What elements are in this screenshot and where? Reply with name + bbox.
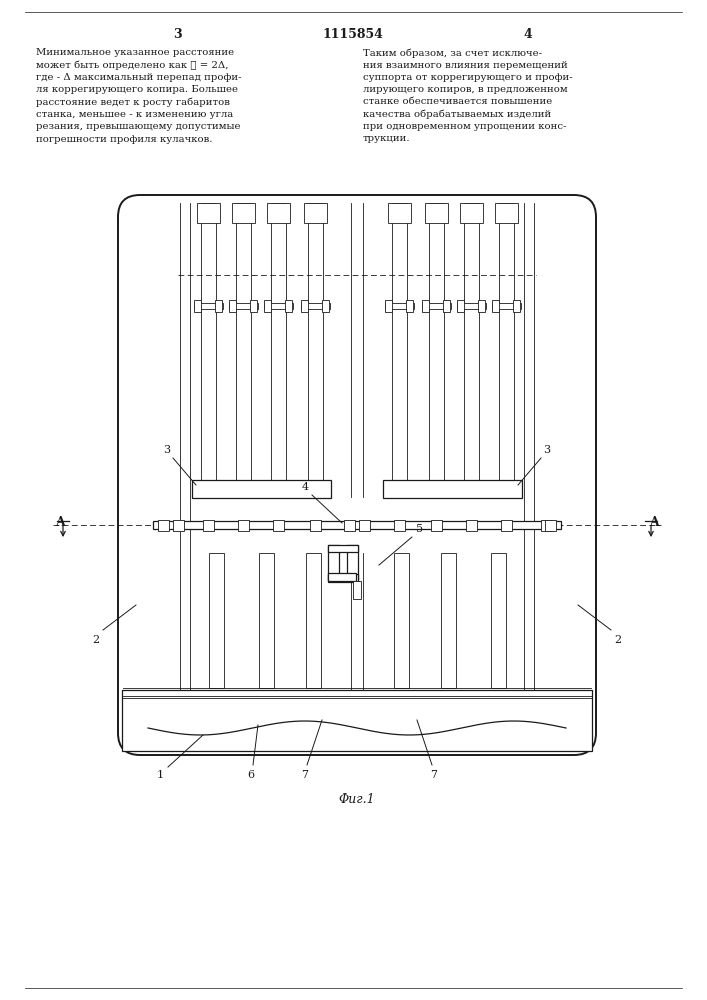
Bar [285,300,292,312]
Bar [499,203,514,497]
Text: 7: 7 [301,770,308,780]
Bar [273,520,284,531]
Bar [304,203,327,223]
Bar [301,303,330,309]
Bar [492,303,521,309]
Bar [328,545,339,580]
Bar [322,300,329,312]
Bar [301,300,308,312]
Text: 7: 7 [431,770,438,780]
Bar [229,300,236,312]
Bar [466,520,477,531]
Bar [394,553,409,688]
Bar [406,300,413,312]
Bar [431,520,442,531]
Bar [203,520,214,531]
Bar [347,545,358,580]
Text: 1115854: 1115854 [322,28,383,41]
Text: Минимальное указанное расстояние
может быть определено как ℓ = 2Δ,
где - Δ макси: Минимальное указанное расстояние может б… [36,48,242,143]
Bar [422,300,429,312]
Bar [238,520,249,531]
Bar [441,553,456,688]
Bar [385,303,414,309]
Bar [464,203,479,497]
Bar [353,581,361,599]
Bar [158,520,169,531]
Bar [429,203,444,497]
Text: Таким образом, за счет исключе-
ния взаимного влияния перемещений
суппорта от ко: Таким образом, за счет исключе- ния взаи… [363,48,573,143]
Text: 4: 4 [301,482,308,492]
Bar [197,203,220,223]
Bar [492,300,499,312]
Bar [192,480,331,498]
Bar [328,573,356,581]
Bar [232,203,255,223]
Bar [392,203,407,497]
FancyBboxPatch shape [118,195,596,755]
Bar [259,553,274,688]
Text: 3: 3 [173,28,181,41]
Bar [250,300,257,312]
Bar [425,203,448,223]
Bar [122,690,592,751]
Text: 6: 6 [247,770,255,780]
Text: 4: 4 [524,28,532,41]
Text: 3: 3 [163,445,170,455]
Bar [328,574,358,582]
Bar [491,553,506,688]
Bar [153,521,561,529]
Bar [194,300,201,312]
Bar [194,303,223,309]
Bar [457,303,486,309]
Bar [201,203,216,497]
Bar [215,300,222,312]
Bar [457,300,464,312]
Bar [209,553,224,688]
Bar [359,520,370,531]
Bar [513,300,520,312]
Text: 1: 1 [156,770,163,780]
Bar [443,300,450,312]
Bar [541,520,552,531]
Bar [328,545,358,552]
Text: 5: 5 [416,524,423,534]
Bar [388,203,411,223]
Text: A: A [649,516,659,530]
Text: A: A [55,516,65,530]
Bar [383,480,522,498]
Bar [264,300,271,312]
Bar [460,203,483,223]
Bar [478,300,485,312]
Bar [422,303,451,309]
Text: 3: 3 [544,445,551,455]
Bar [394,520,405,531]
Bar [501,520,512,531]
Bar [264,303,293,309]
Bar [495,203,518,223]
Bar [310,520,321,531]
Bar [306,553,321,688]
Text: 2: 2 [93,635,100,645]
Bar [385,300,392,312]
Bar [271,203,286,497]
Bar [236,203,251,497]
Bar [308,203,323,497]
Bar [267,203,290,223]
Bar [344,520,355,531]
Bar [545,520,556,531]
Bar [173,520,184,531]
Text: 2: 2 [614,635,621,645]
Bar [229,303,258,309]
Text: Φиг.1: Φиг.1 [339,793,375,806]
